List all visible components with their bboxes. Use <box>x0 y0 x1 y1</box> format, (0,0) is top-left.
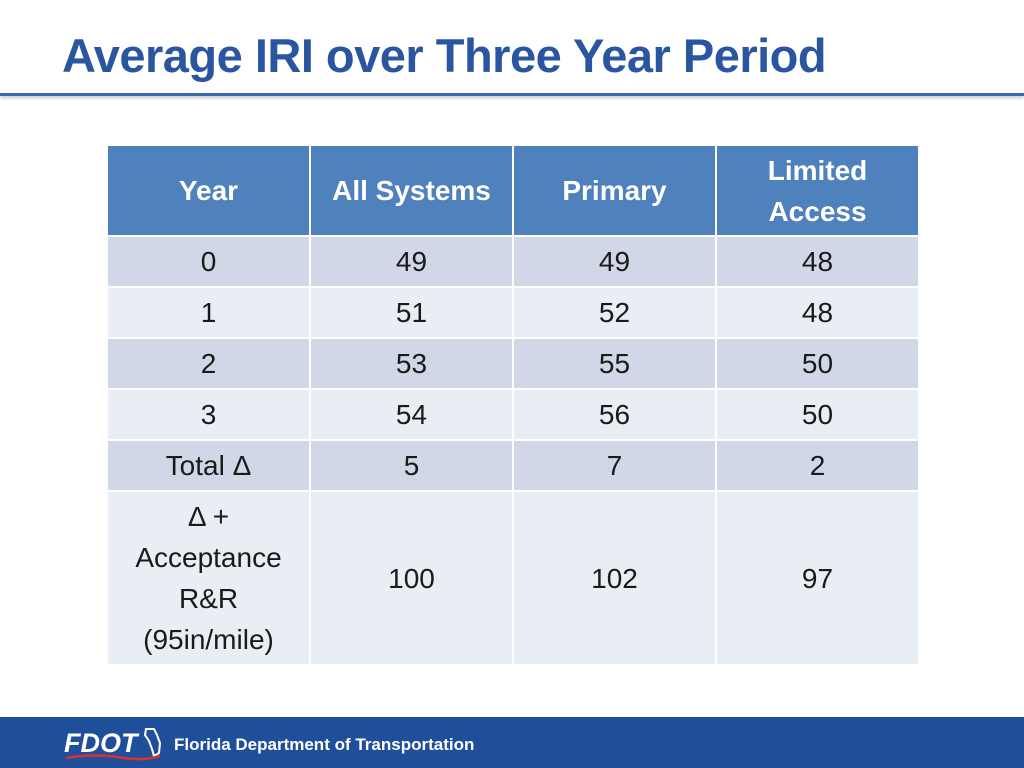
table-cell: 49 <box>512 235 717 288</box>
table-cell: 51 <box>309 286 514 339</box>
table-cell: Total Δ <box>106 439 311 492</box>
title-divider <box>0 93 1024 96</box>
header-limited-access: Limited Access <box>715 144 920 237</box>
table-cell: 52 <box>512 286 717 339</box>
table-cell: 49 <box>309 235 514 288</box>
table-cell: 48 <box>715 286 920 339</box>
table-row: 0 49 49 48 <box>106 235 920 288</box>
table-cell: 53 <box>309 337 514 390</box>
header-year: Year <box>106 144 311 237</box>
table-cell: 5 <box>309 439 514 492</box>
table-cell: 102 <box>512 490 717 666</box>
header-primary: Primary <box>512 144 717 237</box>
footer-bar: FDOT Florida Department of Transportatio… <box>0 717 1024 768</box>
table-cell: 0 <box>106 235 311 288</box>
table-cell: 50 <box>715 388 920 441</box>
slide-title: Average IRI over Three Year Period <box>62 29 827 82</box>
table-cell: 7 <box>512 439 717 492</box>
table-row: 3 54 56 50 <box>106 388 920 441</box>
table-cell: 56 <box>512 388 717 441</box>
table-row-total: Total Δ 5 7 2 <box>106 439 920 492</box>
table-header-row: Year All Systems Primary Limited Access <box>106 144 920 237</box>
table-row: 1 51 52 48 <box>106 286 920 339</box>
table-cell: Δ + Acceptance R&R (95in/mile) <box>106 490 311 666</box>
table-cell: 1 <box>106 286 311 339</box>
table-cell: 3 <box>106 388 311 441</box>
table-cell: 50 <box>715 337 920 390</box>
table-row-acceptance: Δ + Acceptance R&R (95in/mile) 100 102 9… <box>106 490 920 666</box>
table-cell: 2 <box>106 337 311 390</box>
table-cell: 100 <box>309 490 514 666</box>
fdot-logo: FDOT <box>64 728 162 761</box>
table-cell: 54 <box>309 388 514 441</box>
footer-org-name: Florida Department of Transportation <box>174 735 475 754</box>
table-cell: 48 <box>715 235 920 288</box>
table-cell: 2 <box>715 439 920 492</box>
table-row: 2 53 55 50 <box>106 337 920 390</box>
table-cell: 55 <box>512 337 717 390</box>
iri-table: Year All Systems Primary Limited Access … <box>106 144 920 666</box>
fdot-logo-text: FDOT <box>64 728 140 758</box>
header-all-systems: All Systems <box>309 144 514 237</box>
table-cell: 97 <box>715 490 920 666</box>
